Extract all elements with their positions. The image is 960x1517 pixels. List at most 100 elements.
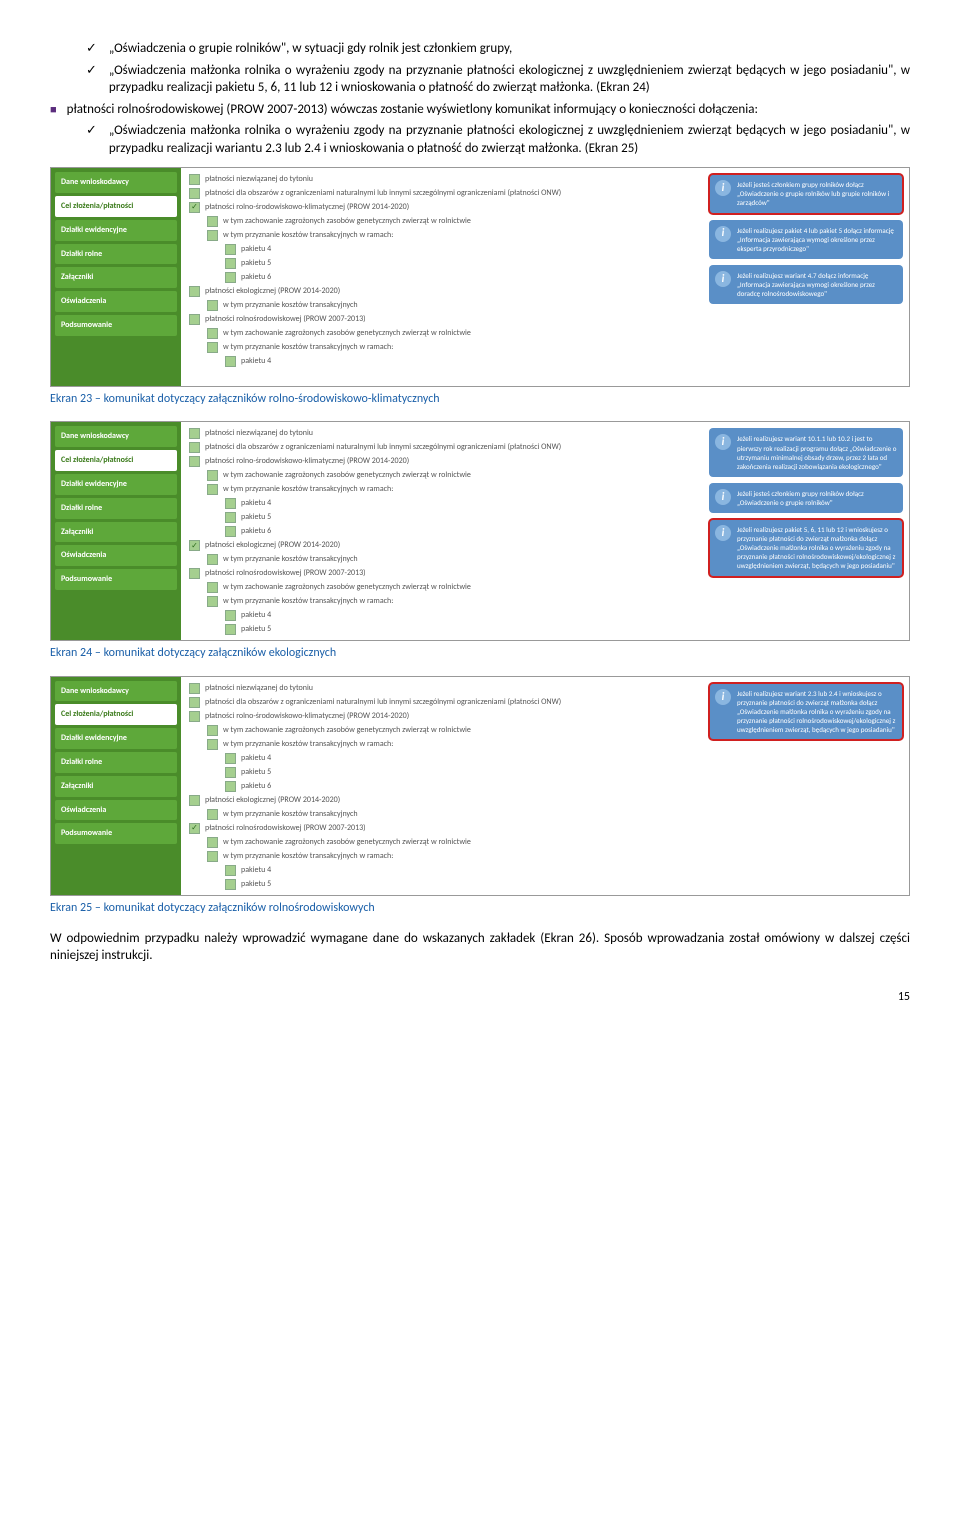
checkbox-row: w tym przyznanie kosztów transakcyjnych [189,300,701,311]
checkbox-label: w tym przyznanie kosztów transakcyjnych … [223,596,393,607]
checkbox[interactable] [207,342,218,353]
checkbox[interactable] [189,174,200,185]
checkbox[interactable] [225,865,236,876]
checkbox-row: pakietu 5 [189,624,701,635]
checkbox-row: w tym przyznanie kosztów transakcyjnych … [189,230,701,241]
sidebar-item[interactable]: Działki ewidencyjne [55,728,177,749]
checkbox-row: w tym przyznanie kosztów transakcyjnych … [189,851,701,862]
checkbox[interactable] [207,554,218,565]
sidebar-item[interactable]: Cel złożenia/płatności [55,704,177,725]
checkbox-row: pakietu 4 [189,356,701,367]
checkbox-label: w tym przyznanie kosztów transakcyjnych [223,554,358,565]
checkbox[interactable] [207,596,218,607]
checkbox[interactable] [189,188,200,199]
checkbox-label: płatności dla obszarów z ograniczeniami … [205,442,561,453]
checkbox[interactable] [207,484,218,495]
checkbox[interactable]: ✓ [189,823,200,834]
sidebar-item[interactable]: Działki rolne [55,498,177,519]
checkbox[interactable] [225,512,236,523]
checkbox-row: pakietu 5 [189,767,701,778]
checkbox-label: płatności rolno-środowiskowo-klimatyczne… [205,711,409,722]
checkbox[interactable]: ✓ [189,202,200,213]
checkbox[interactable] [189,456,200,467]
checkbox[interactable] [189,683,200,694]
checkbox[interactable] [189,428,200,439]
checkbox[interactable] [189,795,200,806]
checkbox[interactable] [207,809,218,820]
checkbox[interactable] [225,610,236,621]
sidebar-item[interactable]: Działki rolne [55,244,177,265]
checkbox[interactable] [207,230,218,241]
checkbox[interactable] [207,837,218,848]
sidebar-item[interactable]: Dane wnioskodawcy [55,681,177,702]
checkbox-row: w tym przyznanie kosztów transakcyjnych [189,554,701,565]
checkbox[interactable] [189,568,200,579]
sidebar: Dane wnioskodawcy Cel złożenia/płatności D… [51,422,181,640]
info-icon: i [715,434,731,450]
checkbox[interactable] [225,753,236,764]
caption-ekran-23: Ekran 23 – komunikat dotyczący załącznik… [50,391,910,407]
sidebar-item[interactable]: Załączniki [55,776,177,797]
sidebar-item[interactable]: Załączniki [55,267,177,288]
checkbox[interactable] [207,328,218,339]
info-text: Jeżeli realizujesz wariant 2.3 lub 2.4 i… [737,689,895,734]
checkbox-row: płatności niezwiązanej do tytoniu [189,428,701,439]
checkbox[interactable] [189,711,200,722]
checkbox[interactable] [189,442,200,453]
checkbox-row: płatności rolnośrodowiskowej (PROW 2007-… [189,568,701,579]
sidebar-item[interactable]: Działki rolne [55,752,177,773]
sidebar-item[interactable]: Oświadczenia [55,800,177,821]
checkbox-row: w tym zachowanie zagrożonych zasobów gen… [189,725,701,736]
sidebar-item[interactable]: Oświadczenia [55,291,177,312]
checkbox[interactable] [207,216,218,227]
square-bullet-icon: ■ [50,101,57,119]
sidebar-item[interactable]: Podsumowanie [55,315,177,336]
checkbox[interactable]: ✓ [189,540,200,551]
checkbox[interactable] [225,356,236,367]
checkbox[interactable] [189,314,200,325]
checkbox[interactable] [225,624,236,635]
checkbox[interactable] [189,286,200,297]
checkbox[interactable] [207,300,218,311]
sidebar-item[interactable]: Dane wnioskodawcy [55,172,177,193]
footer-paragraph: W odpowiednim przypadku należy wprowadzi… [50,930,910,965]
check-icon: ✓ [86,62,97,97]
checkbox[interactable] [225,244,236,255]
sidebar-item[interactable]: Dane wnioskodawcy [55,426,177,447]
checkbox[interactable] [207,851,218,862]
checkbox[interactable] [225,498,236,509]
sidebar-item[interactable]: Cel złożenia/płatności [55,450,177,471]
sidebar-item[interactable]: Działki ewidencyjne [55,220,177,241]
checkbox-row: w tym zachowanie zagrożonych zasobów gen… [189,328,701,339]
sidebar-item[interactable]: Załączniki [55,522,177,543]
checkbox-row: płatności dla obszarów z ograniczeniami … [189,442,701,453]
checkbox-row: ✓płatności rolnośrodowiskowej (PROW 2007… [189,823,701,834]
sidebar-item[interactable]: Podsumowanie [55,569,177,590]
checkbox[interactable] [225,258,236,269]
checkbox[interactable] [225,272,236,283]
caption-ekran-24: Ekran 24 – komunikat dotyczący załącznik… [50,645,910,661]
checkbox[interactable] [207,725,218,736]
checkbox[interactable] [225,879,236,890]
checkbox[interactable] [225,767,236,778]
bullet-text: płatności rolnośrodowiskowej (PROW 2007-… [67,101,910,119]
checkbox[interactable] [207,582,218,593]
checkbox[interactable] [189,697,200,708]
checkbox-label: pakietu 5 [241,258,271,269]
checkbox-label: pakietu 5 [241,767,271,778]
checkbox-row: płatności dla obszarów z ograniczeniami … [189,188,701,199]
sidebar-item[interactable]: Oświadczenia [55,545,177,566]
sidebar-item[interactable]: Podsumowanie [55,823,177,844]
checkbox[interactable] [207,470,218,481]
checkbox[interactable] [207,739,218,750]
checkbox-row: w tym zachowanie zagrożonych zasobów gen… [189,582,701,593]
checkbox[interactable] [225,526,236,537]
checkbox-label: w tym przyznanie kosztów transakcyjnych … [223,484,393,495]
checkbox-label: pakietu 5 [241,624,271,635]
info-box: iJeżeli realizujesz pakiet 4 lub pakiet … [709,220,903,259]
checkbox[interactable] [225,781,236,792]
check-item: ✓ „Oświadczenia małżonka rolnika o wyraż… [50,62,910,97]
sidebar-item[interactable]: Działki ewidencyjne [55,474,177,495]
sidebar-item[interactable]: Cel złożenia/płatności [55,196,177,217]
checkbox-label: pakietu 4 [241,610,271,621]
